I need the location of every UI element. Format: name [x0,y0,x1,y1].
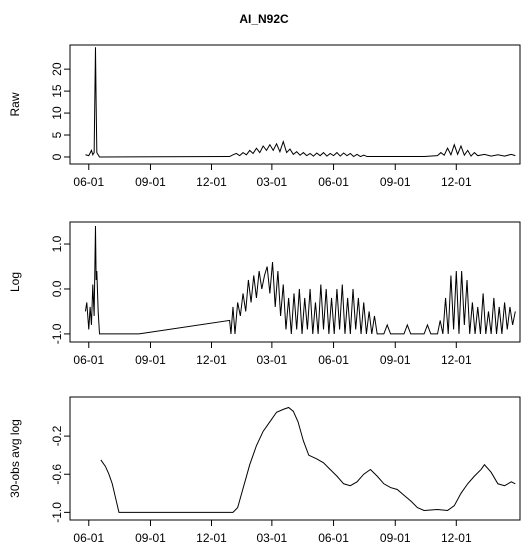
plot-box [69,396,521,521]
x-tick-label: 12-01 [196,175,227,189]
y-tick-label: -0.2 [50,425,64,446]
x-tick-label: 03-01 [257,353,288,367]
x-tick-label: 12-01 [441,175,472,189]
x-tick-label: 06-01 [318,353,349,367]
y-tick-label: 5 [50,131,64,138]
x-tick-label: 09-01 [380,531,411,545]
x-tick-label: 06-01 [73,531,104,545]
x-tick-label: 06-01 [73,175,104,189]
x-tick-label: 12-01 [196,353,227,367]
data-line [84,226,516,335]
x-tick-label: 06-01 [73,353,104,367]
y-tick-label: 20 [50,62,64,76]
plot-box [69,221,521,343]
y-axis-label: Log [8,272,22,292]
x-tick-label: 06-01 [318,531,349,545]
data-line [100,406,516,513]
y-tick-label: 15 [50,84,64,98]
y-tick-label: 10 [50,106,64,120]
x-tick-label: 12-01 [196,531,227,545]
x-tick-label: 09-01 [380,175,411,189]
chart-title: AI_N92C [239,12,289,26]
x-tick-label: 09-01 [135,531,166,545]
data-line [85,47,516,158]
y-tick-label: -0.6 [50,464,64,485]
y-tick-label: 1.0 [50,235,64,252]
x-tick-label: 12-01 [441,531,472,545]
y-tick-label: 0 [50,153,64,160]
y-tick-label: -1.0 [50,502,64,523]
plot-box [69,44,521,165]
x-tick-label: 12-01 [441,353,472,367]
x-tick-label: 03-01 [257,531,288,545]
x-tick-label: 06-01 [318,175,349,189]
y-tick-label: -1.0 [50,323,64,344]
x-tick-label: 03-01 [257,175,288,189]
x-tick-label: 09-01 [135,353,166,367]
y-axis-label: Raw [8,92,22,116]
x-tick-label: 09-01 [380,353,411,367]
y-tick-label: 0.0 [50,280,64,297]
x-tick-label: 09-01 [135,175,166,189]
y-axis-label: 30-obs avg log [8,419,22,498]
